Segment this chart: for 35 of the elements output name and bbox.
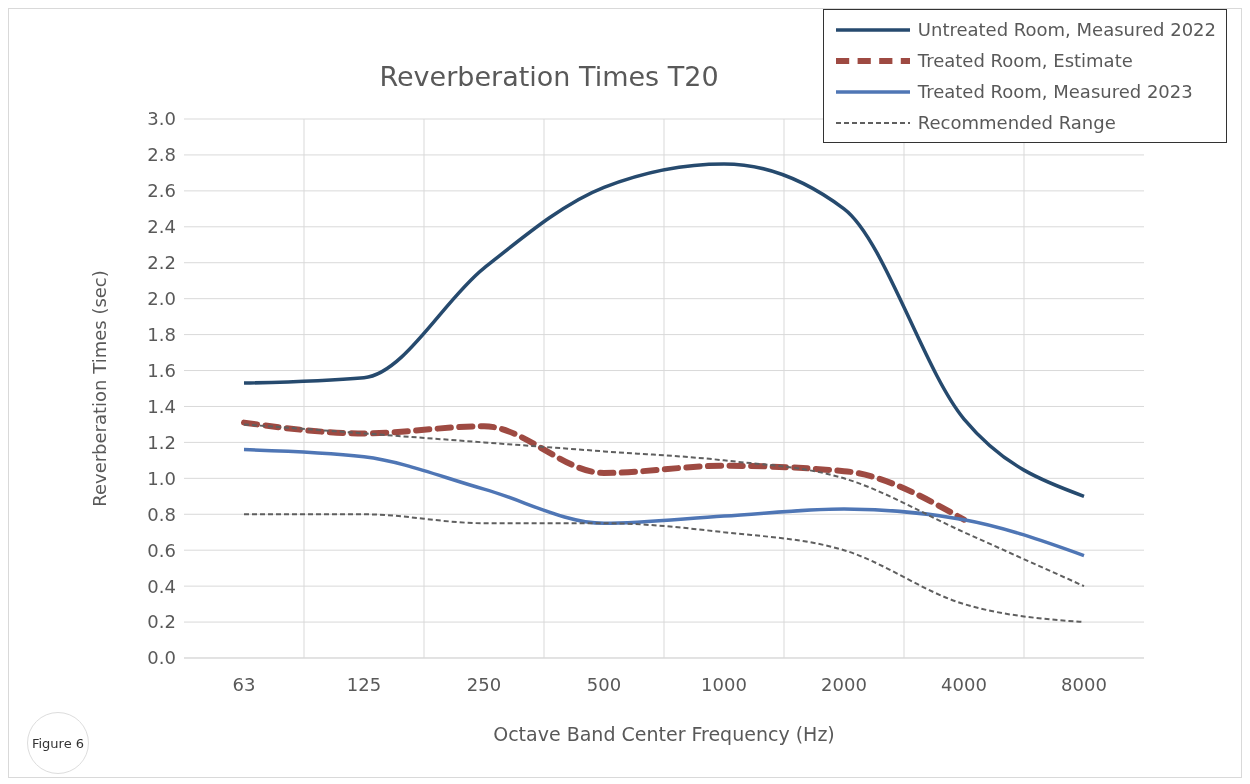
y-tick-label: 0.2 (147, 611, 176, 633)
y-tick-label: 0.6 (147, 539, 176, 561)
legend-label: Treated Room, Measured 2023 (917, 81, 1193, 102)
legend-label: Treated Room, Estimate (917, 50, 1133, 71)
y-tick-label: 1.0 (147, 467, 176, 489)
legend-label: Recommended Range (917, 112, 1116, 133)
line-series (242, 447, 1086, 558)
y-tick-label: 3.0 (147, 108, 176, 130)
y-tick-label: 2.6 (147, 180, 176, 202)
x-tick-label: 2000 (821, 673, 867, 695)
y-tick-label: 2.0 (147, 288, 176, 310)
y-tick-label: 2.2 (147, 252, 176, 274)
x-tick-label: 250 (466, 673, 502, 695)
chart-title: Reverberation Times T20 (378, 61, 720, 92)
x-axis-title: Octave Band Center Frequency (Hz) (493, 723, 835, 746)
line-series (243, 423, 1085, 588)
y-tick-label: 0.0 (147, 647, 176, 669)
y-tick-label: 2.8 (147, 144, 176, 166)
x-tick-label: 500 (586, 673, 622, 695)
y-tick-label: 2.4 (147, 216, 176, 238)
caption: Figure 6 (31, 735, 85, 751)
line-series (242, 162, 1086, 499)
y-tick-label: 1.2 (147, 431, 176, 453)
x-tick-label: 125 (346, 673, 382, 695)
y-tick-label: 1.6 (147, 359, 176, 381)
x-tick-label: 1000 (701, 673, 747, 695)
y-tick-label: 1.8 (147, 323, 176, 345)
y-tick-label: 0.8 (147, 503, 176, 525)
x-tick-label: 63 (232, 673, 256, 695)
y-axis-title: Reverberation Times (sec) (89, 270, 111, 507)
y-tick-label: 0.4 (147, 575, 176, 597)
x-tick-label: 4000 (941, 673, 987, 695)
y-tick-label: 1.4 (147, 395, 176, 417)
legend-label: Untreated Room, Measured 2022 (917, 19, 1216, 40)
x-tick-label: 8000 (1061, 673, 1107, 695)
